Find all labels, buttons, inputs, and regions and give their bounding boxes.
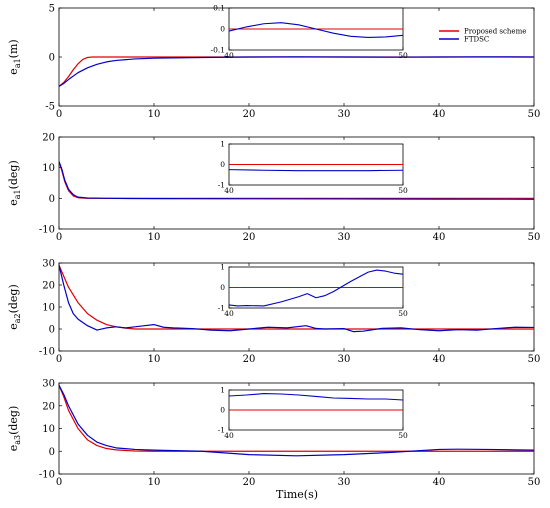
panel-1-inset-xtick-label: 40 [224, 51, 234, 60]
panel-3-xtick-label: 30 [338, 354, 351, 365]
panel-4-inset-series-group [229, 393, 403, 411]
legend-label-proposed: Proposed scheme [464, 28, 526, 36]
panel-2-series-ftdsc [59, 161, 534, 200]
panel-1-xtick-label: 20 [243, 109, 256, 120]
panel-2-inset: 40 50 -1 0 1 [218, 140, 408, 196]
panel-2-xtick-label: 30 [338, 232, 351, 243]
panel-3-inset-xtick-label: 50 [398, 309, 408, 318]
panel-3-series-proposed-scheme [59, 264, 534, 330]
x-axis-label: Time(s) [276, 488, 318, 501]
panel-3-inset: 40 50 -1 0 1 [218, 263, 408, 319]
panel-3-inset-series-ftdsc [229, 269, 403, 307]
panel-3-inset-ytick-label: -1 [218, 304, 225, 313]
panel-2-inset-ytick-label: -1 [218, 181, 225, 190]
panel-2-ytick-label: 0 [49, 194, 55, 205]
panel-1-inset-ytick-label: -0.1 [211, 46, 225, 55]
panel-4-xtick-label: 20 [243, 477, 256, 488]
panel-4-series-proposed-scheme [59, 385, 534, 452]
panel-2-inset-ytick-label: 1 [220, 140, 225, 149]
panel-2-xtick-label: 40 [433, 232, 446, 243]
panel-4-inset: 40 50 -1 0 1 [218, 386, 408, 441]
panel-1-series-proposed-scheme [59, 56, 534, 87]
panel-2-series-group [59, 161, 534, 200]
panel-3-xtick-label: 0 [56, 354, 62, 365]
panel-2-xtick-label: 10 [148, 232, 161, 243]
panel-2-inset-xtick-label: 40 [224, 186, 234, 195]
panel-1-xtick-label: 30 [338, 109, 351, 120]
panel-3-ylabel: ea2(deg) [7, 284, 22, 330]
panel-3-ytick-label: 20 [42, 281, 55, 292]
legend-label-ftdsc: FTDSC [464, 36, 489, 44]
panel-4-xtick-label: 30 [338, 477, 351, 488]
panel-1-series-ftdsc [59, 56, 534, 87]
panel-3-xtick-label: 40 [433, 354, 446, 365]
panel-4-xtick-label: 0 [56, 477, 62, 488]
panel-3-ytick-label: -10 [39, 347, 55, 358]
panel-3-ytick-label: 0 [49, 325, 55, 336]
panel-2-xtick-label: 20 [243, 232, 256, 243]
panel-2-ytick-label: 20 [42, 133, 55, 144]
panel-2-xtick-label: 0 [56, 232, 62, 243]
panel-2-ylabel: ea1(deg) [7, 160, 22, 206]
panel-3-xtick-label: 20 [243, 354, 256, 365]
panel-1-series-group [59, 56, 534, 87]
panel-4-inset-xtick-label: 50 [398, 431, 408, 440]
panel-1-inset-ytick-label: 0 [220, 25, 225, 34]
panel-4-ytick-label: 30 [42, 379, 55, 390]
panel-3-ytick-label: 10 [42, 303, 55, 314]
panel-1-xtick-label: 10 [148, 109, 161, 120]
panel-1-xtick-label: 40 [433, 109, 446, 120]
panel-4-xtick-label: 50 [528, 477, 541, 488]
panel-1-ytick-label: -5 [45, 102, 55, 113]
panel-4-xtick-label: 40 [433, 477, 446, 488]
panel-2-ytick-label: 10 [42, 163, 55, 174]
legend: Proposed scheme FTDSC [439, 28, 526, 44]
panel-1-inset-series-ftdsc [229, 22, 403, 38]
panel-3-inset-ytick-label: 1 [220, 263, 225, 272]
panel-2-inset-xtick-label: 50 [398, 186, 408, 195]
panel-4-inset-ytick-label: 0 [220, 406, 225, 415]
panel-2-xtick-label: 50 [528, 232, 541, 243]
panel-4-ylabel: ea3(deg) [7, 406, 22, 452]
panel-4-xtick-label: 10 [148, 477, 161, 488]
panel-2-inset-series-group [229, 163, 403, 172]
panel-2-ytick-label: -10 [39, 225, 55, 236]
panel-4-series-group [59, 384, 534, 457]
panel-1-inset-ytick-label: 0.1 [213, 4, 225, 13]
panel-1-inset-series-group [229, 22, 403, 38]
panel-4-ytick-label: 0 [49, 447, 55, 458]
panel-1-ytick-label: 5 [49, 4, 55, 15]
panel-1-ytick-label: 0 [49, 53, 55, 64]
panel-1-xtick-label: 50 [528, 109, 541, 120]
panel-4-series-ftdsc [59, 384, 534, 457]
panel-3-series-group [59, 264, 534, 333]
panel-1-inset: 40 50 -0.1 0 0.1 [211, 4, 408, 61]
panel-1-inset-xtick-label: 50 [398, 51, 408, 60]
panel-2-inset-ytick-label: 0 [220, 160, 225, 169]
panel-3-xtick-label: 50 [528, 354, 541, 365]
panel-3-inset-ytick-label: 0 [220, 283, 225, 292]
panel-4-ytick-label: -10 [39, 470, 55, 481]
panel-4-inset-series-ftdsc [229, 393, 403, 401]
panel-3-xtick-label: 10 [148, 354, 161, 365]
panel-3-ytick-label: 30 [42, 259, 55, 270]
panel-1-ylabel: ea1(m) [7, 39, 22, 74]
panel-4-inset-xtick-label: 40 [224, 431, 234, 440]
panel-1-xtick-label: 0 [56, 109, 62, 120]
panel-3-series-ftdsc [59, 265, 534, 333]
panel-4-ytick-label: 10 [42, 424, 55, 435]
panel-4-inset-ytick-label: -1 [218, 426, 225, 435]
panel-3-inset-xtick-label: 40 [224, 309, 234, 318]
panel-2-inset-series-ftdsc [229, 169, 403, 172]
panel-3-inset-series-group [229, 269, 403, 307]
panel-4-inset-ytick-label: 1 [220, 386, 225, 395]
panel-4-ytick-label: 20 [42, 401, 55, 412]
